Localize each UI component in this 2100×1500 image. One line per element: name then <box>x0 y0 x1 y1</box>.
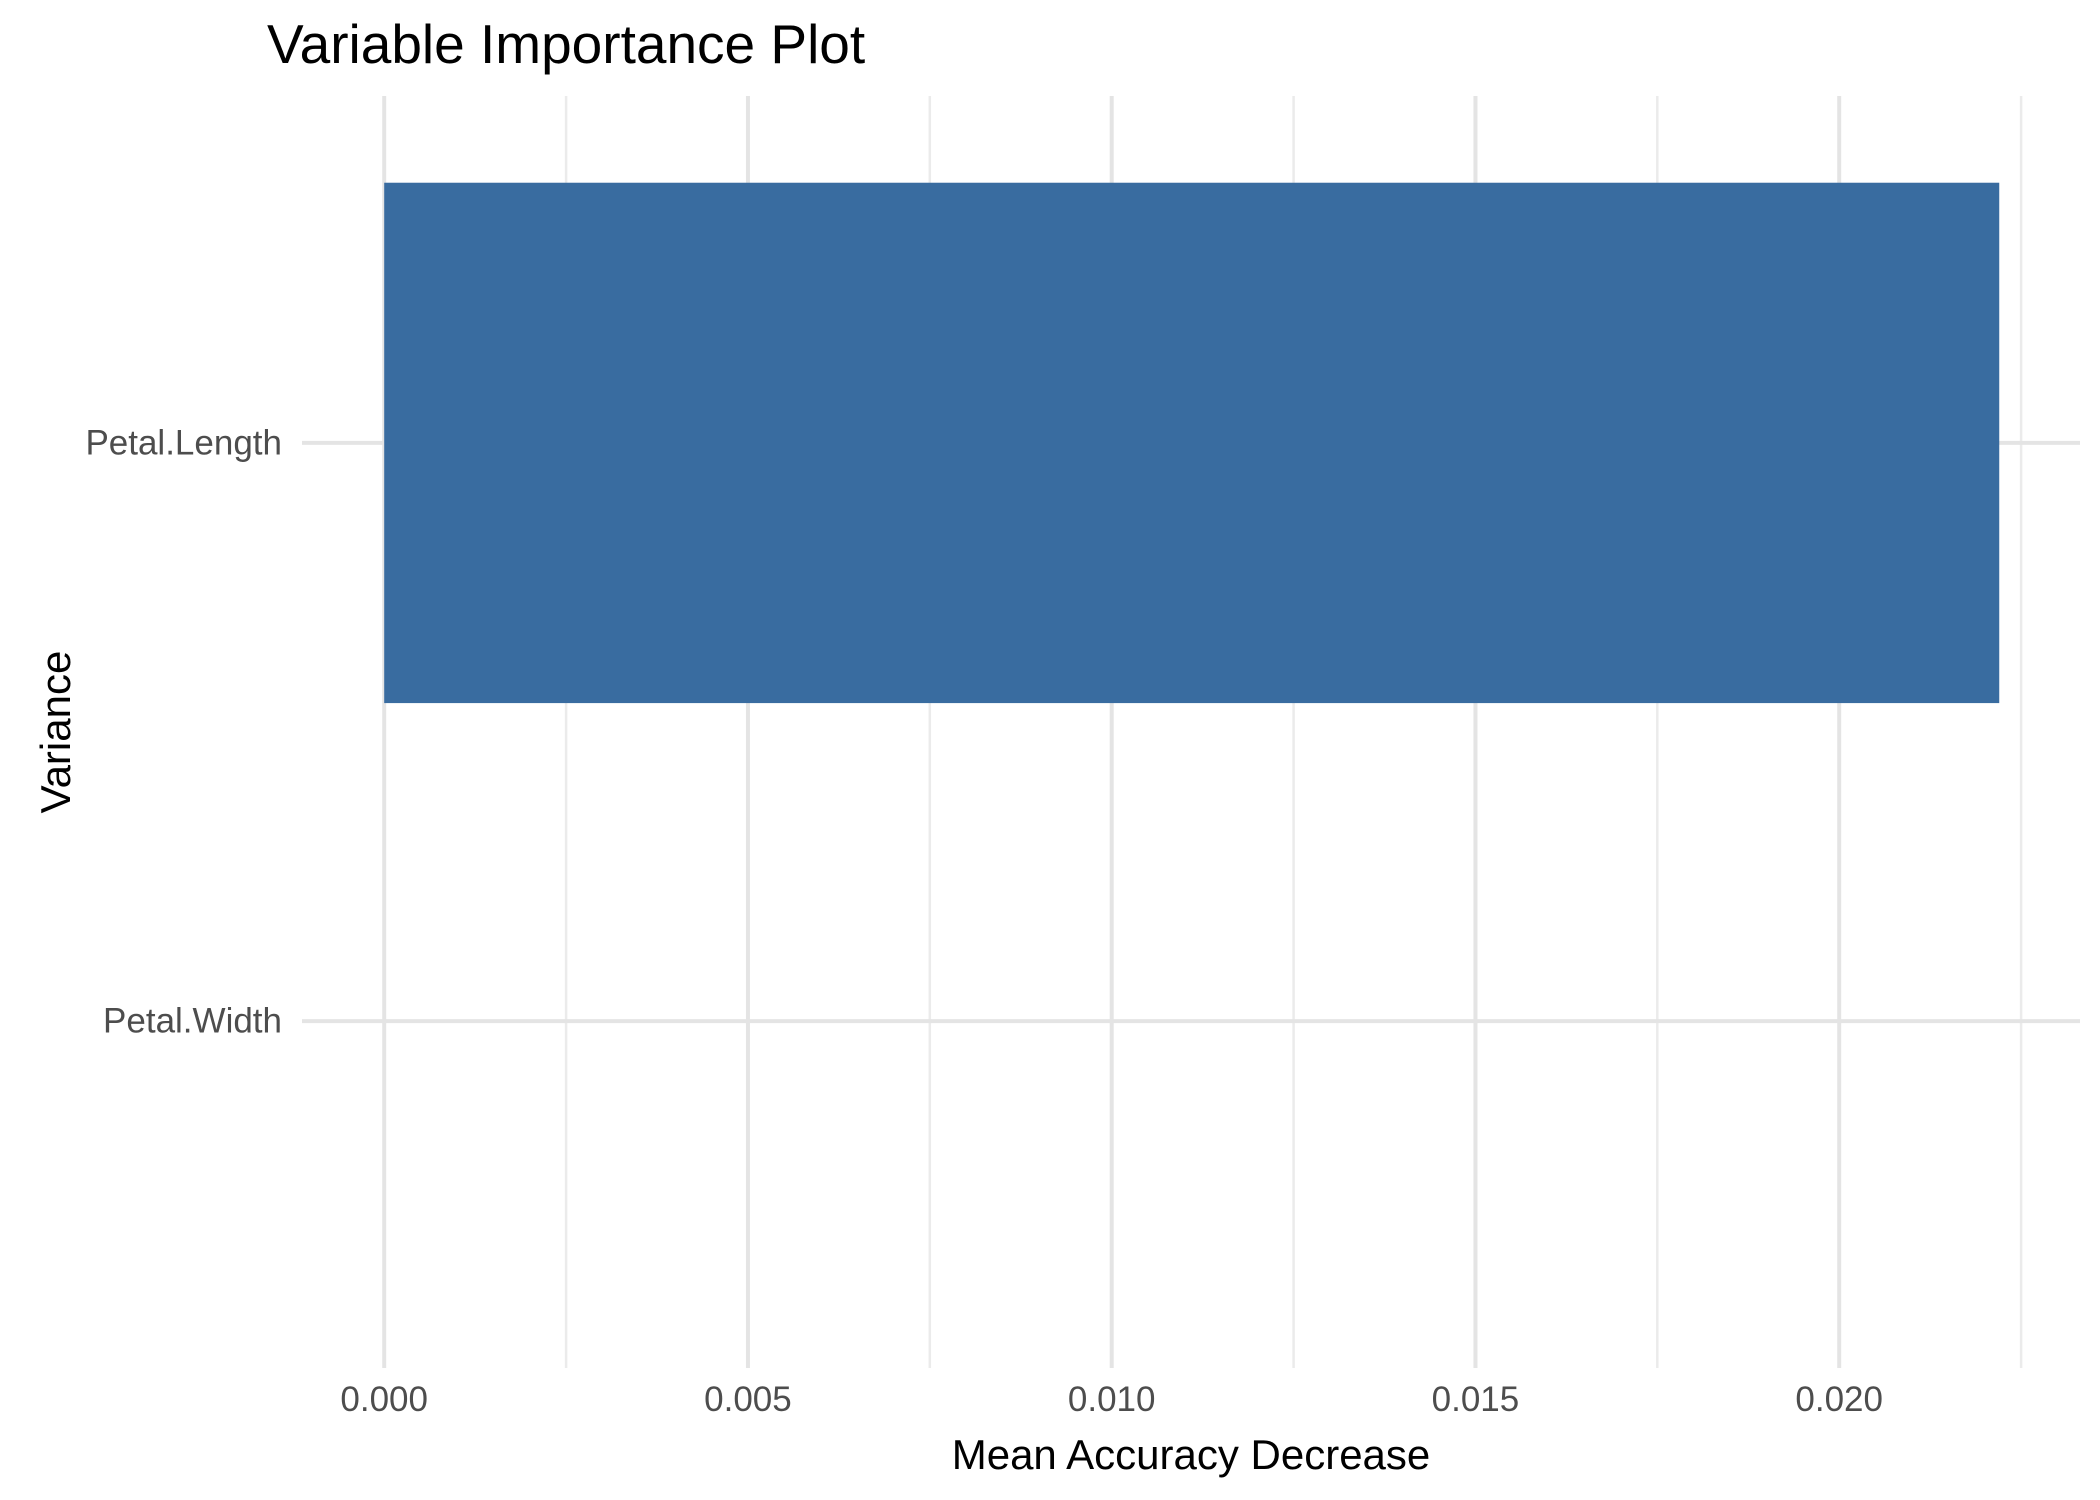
y-category-label: Petal.Length <box>85 423 282 462</box>
x-axis-title: Mean Accuracy Decrease <box>951 1431 1431 1478</box>
y-category-label: Petal.Width <box>103 1002 282 1041</box>
x-tick-label: 0.020 <box>1795 1380 1883 1419</box>
chart-title: Variable Importance Plot <box>267 13 866 75</box>
bar-petal-length <box>384 182 2000 704</box>
x-tick-label: 0.015 <box>1432 1380 1520 1419</box>
x-tick-label: 0.000 <box>340 1380 428 1419</box>
x-tick-label: 0.010 <box>1068 1380 1156 1419</box>
x-tick-label: 0.005 <box>704 1380 792 1419</box>
y-axis-title: Variance <box>32 650 79 814</box>
